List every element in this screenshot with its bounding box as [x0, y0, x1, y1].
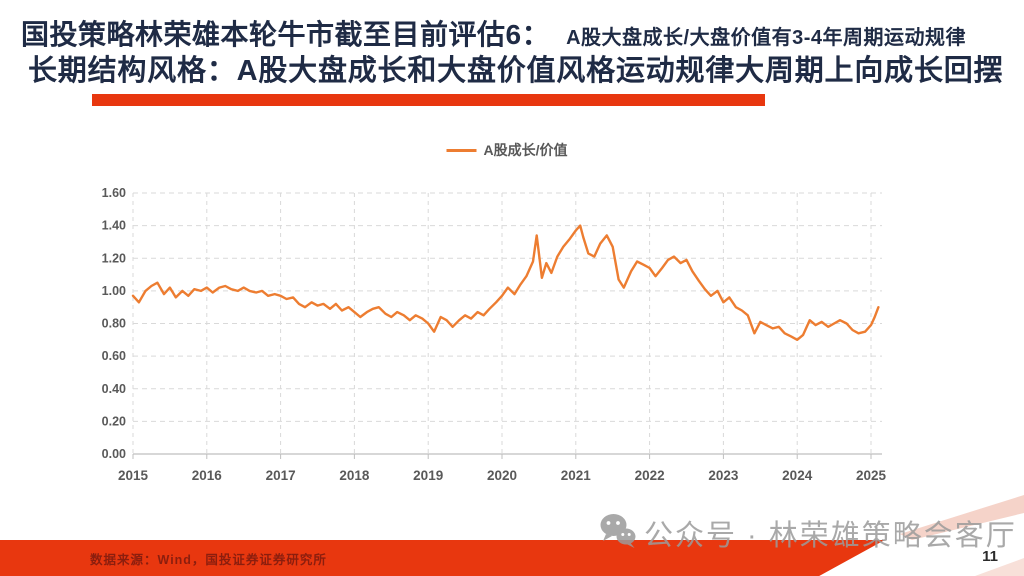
legend-label: A股成长/价值: [483, 142, 568, 158]
page-number: 11: [982, 548, 998, 565]
title-underline: [92, 94, 765, 106]
y-tick-label: 1.00: [102, 284, 126, 298]
title-line-1: 国投策略林荣雄本轮牛市截至目前评估6： A股大盘成长/大盘价值有3-4年周期运动规…: [21, 19, 1016, 51]
y-tick-label: 0.40: [102, 382, 126, 396]
x-tick-label: 2023: [708, 468, 739, 483]
y-tick-label: 1.60: [102, 186, 126, 200]
series-line: [131, 224, 880, 341]
y-tick-label: 0.00: [102, 447, 126, 461]
y-tick-label: 0.80: [102, 317, 126, 331]
x-tick-label: 2022: [635, 468, 665, 483]
watermark-text: 公众号 · 林荣雄策略会客厅: [644, 519, 1017, 552]
x-tick-label: 2018: [339, 468, 370, 483]
x-tick-label: 2016: [192, 468, 223, 483]
legend-line-swatch: [446, 148, 477, 152]
y-tick-label: 0.60: [102, 349, 126, 363]
footer-red-bar: [0, 540, 885, 576]
x-tick-label: 2019: [413, 468, 443, 483]
x-tick-label: 2025: [856, 468, 887, 483]
title-emphasis: 国投策略林荣雄本轮牛市截至目前评估6：: [21, 19, 551, 50]
x-tick-label: 2020: [487, 468, 517, 483]
x-tick-label: 2024: [782, 468, 813, 483]
wechat-icon: [598, 510, 638, 555]
data-source-text: 数据来源：Wind，国投证券证券研究所: [90, 553, 327, 567]
y-tick-label: 0.20: [102, 414, 126, 428]
x-tick-label: 2021: [561, 468, 592, 483]
chart-legend: A股成长/价值: [446, 140, 568, 160]
y-tick-label: 1.20: [102, 251, 126, 265]
title-line-2: 长期结构风格：A股大盘成长和大盘价值风格运动规律大周期上向成长回摆: [28, 55, 1004, 87]
watermark: 公众号 · 林荣雄策略会客厅: [598, 510, 1017, 555]
y-tick-label: 1.40: [102, 219, 126, 233]
x-tick-label: 2015: [118, 468, 149, 483]
x-tick-label: 2017: [266, 468, 296, 483]
title-detail: A股大盘成长/大盘价值有3-4年周期运动规律: [566, 27, 966, 49]
